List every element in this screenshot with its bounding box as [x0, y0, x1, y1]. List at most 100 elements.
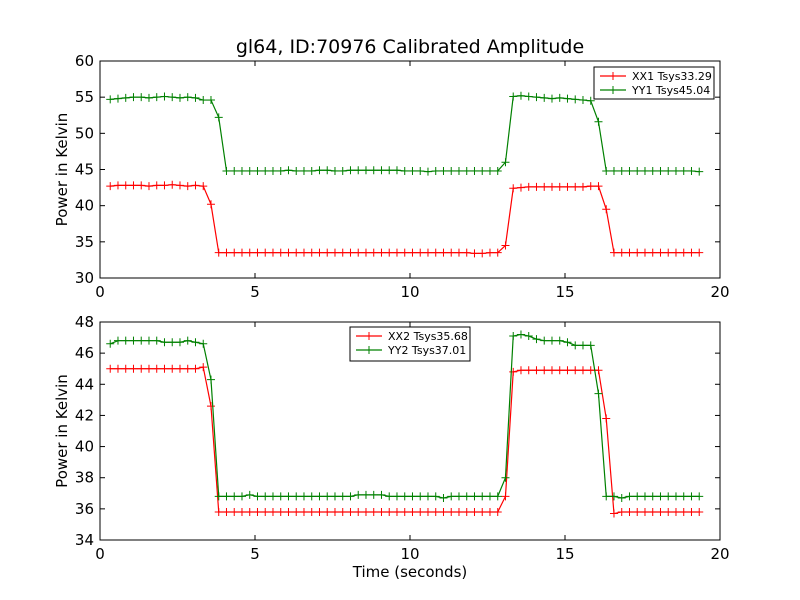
bottom-series-1-point — [454, 507, 463, 516]
bottom-y-tick-label: 42 — [75, 406, 94, 424]
top-series-1-point — [656, 248, 665, 257]
top-series-1-point — [230, 248, 239, 257]
bottom-series-1-point — [338, 507, 347, 516]
bottom-series-2-point — [168, 338, 177, 347]
top-series-2-point — [485, 166, 494, 175]
bottom-series-2-point — [408, 492, 417, 501]
top-series-2-point — [338, 166, 347, 175]
bottom-series-2-point — [276, 492, 285, 501]
bottom-series-1-point — [299, 507, 308, 516]
top-series-1-point — [369, 248, 378, 257]
bottom-series-1-point — [656, 507, 665, 516]
bottom-series-1-point — [144, 364, 153, 373]
top-series-1-point — [695, 248, 704, 257]
bottom-series-2-point — [253, 492, 262, 501]
top-series-2-point — [214, 113, 223, 122]
top-series-2-point — [175, 93, 184, 102]
top-series-1-point — [137, 181, 146, 190]
top-series-1-point — [423, 248, 432, 257]
bottom-series-2-point — [485, 492, 494, 501]
bottom-series-2-point — [377, 490, 386, 499]
bottom-series-1-point — [563, 366, 572, 375]
top-series-2-point — [532, 93, 541, 102]
top-series-2-point — [571, 95, 580, 104]
top-series-2-point — [671, 166, 680, 175]
bottom-series-2-point — [470, 492, 479, 501]
bottom-panel: 0 5 10 15 20 34 36 38 40 42 44 46 48 Power in Kelvin T… — [53, 313, 730, 581]
top-series-1-point — [563, 182, 572, 191]
top-series-1-point — [664, 248, 673, 257]
top-series-1-point — [377, 248, 386, 257]
bottom-series-1-point — [617, 507, 626, 516]
top-series-1-point — [609, 248, 618, 257]
top-series-1-point — [540, 182, 549, 191]
top-panel: 0 5 10 15 20 30 35 40 45 50 55 60 Power in Kelvin XX1… — [53, 52, 730, 301]
bottom-y-tick-label: 40 — [75, 438, 94, 456]
bottom-series-1-point — [237, 507, 246, 516]
bottom-series-1-point — [199, 363, 208, 372]
bottom-x-tick-label: 5 — [250, 545, 260, 563]
bottom-series-2-point — [516, 330, 525, 339]
bottom-series-1-point — [416, 507, 425, 516]
top-series-1-point — [602, 205, 611, 214]
bottom-series-2-point — [230, 492, 239, 501]
bottom-series-1-point — [695, 507, 704, 516]
bottom-y-tick-label: 44 — [75, 375, 94, 393]
bottom-series-1-point — [470, 507, 479, 516]
bottom-y-axis-label: Power in Kelvin — [53, 374, 71, 488]
bottom-series-2-point — [454, 492, 463, 501]
bottom-series-1-point — [191, 364, 200, 373]
top-series-1-point — [571, 182, 580, 191]
bottom-series-1-point — [175, 364, 184, 373]
bottom-series-1-point — [253, 507, 262, 516]
bottom-series-2-point — [206, 375, 215, 384]
bottom-series-2-point — [664, 492, 673, 501]
top-series-1-point — [276, 248, 285, 257]
bottom-series-1-point — [447, 507, 456, 516]
top-series-1-point — [106, 182, 115, 191]
bottom-series-1-point — [160, 364, 169, 373]
bottom-series-1-point — [307, 507, 316, 516]
top-series-2-point — [276, 166, 285, 175]
top-series-1-point — [199, 182, 208, 191]
bottom-series-2-point — [183, 336, 192, 345]
bottom-series-1-point — [261, 507, 270, 516]
top-series-2-point — [687, 166, 696, 175]
top-series-2-point — [113, 94, 122, 103]
bottom-series-2-point — [586, 341, 595, 350]
bottom-series-2-point — [330, 492, 339, 501]
bottom-series-2-point — [307, 492, 316, 501]
bottom-series-2-point — [648, 492, 657, 501]
bottom-series-2-point — [299, 492, 308, 501]
top-series-2-point — [284, 166, 293, 175]
top-series-2-point — [237, 166, 246, 175]
top-series-2-point — [330, 166, 339, 175]
bottom-x-tick-label: 20 — [710, 545, 729, 563]
top-series-2-point — [206, 96, 215, 105]
top-series-2-point — [540, 93, 549, 102]
bottom-series-2-point — [532, 335, 541, 344]
top-series-2-point — [121, 93, 130, 102]
top-series-2-point — [137, 93, 146, 102]
bottom-series-1-point — [640, 507, 649, 516]
top-series-1-point — [144, 182, 153, 191]
bottom-series-1-point — [609, 509, 618, 518]
top-series-2-point — [470, 166, 479, 175]
bottom-series-2 — [106, 330, 704, 502]
top-series-1-point — [648, 248, 657, 257]
bottom-series-1-point — [524, 366, 533, 375]
top-series-1-point — [431, 248, 440, 257]
top-series-2 — [106, 91, 704, 176]
top-series-1-point — [594, 182, 603, 191]
top-series-1-point — [268, 248, 277, 257]
bottom-y-tick-label: 36 — [75, 500, 94, 518]
bottom-series-1-point — [377, 507, 386, 516]
top-series-2-point — [392, 166, 401, 175]
bottom-series-2-point — [478, 492, 487, 501]
top-series-1-point — [160, 181, 169, 190]
top-series-2-point — [493, 166, 502, 175]
top-series-2-point — [447, 166, 456, 175]
bottom-series-2-point — [617, 493, 626, 502]
bottom-series-2-point — [361, 490, 370, 499]
